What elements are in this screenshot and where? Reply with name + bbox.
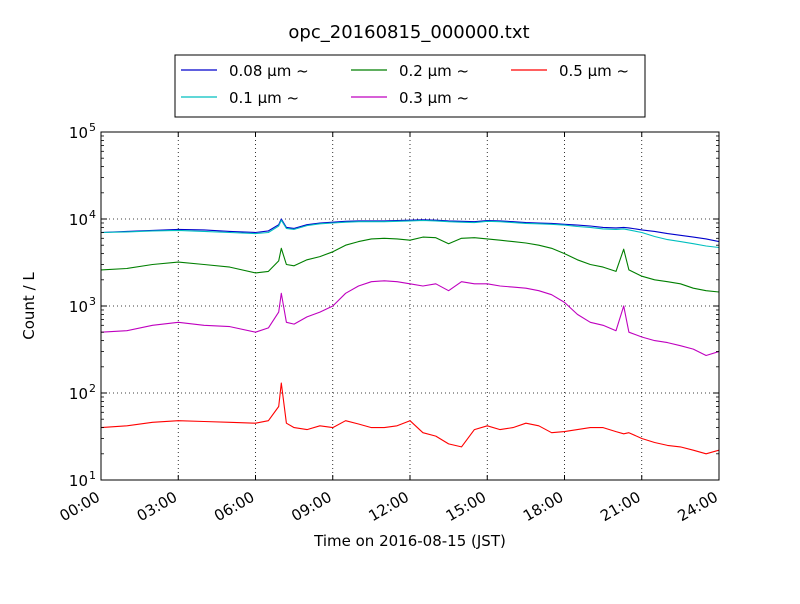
x-axis-label: Time on 2016-08-15 (JST) — [313, 532, 506, 550]
x-tick-label: 06:00 — [211, 488, 257, 525]
x-tick-label: 12:00 — [366, 488, 412, 525]
y-tick-label: 10 2 — [69, 382, 96, 403]
series-line-3 — [101, 280, 719, 357]
legend-box — [174, 54, 646, 118]
y-tick-label-exponent: 4 — [89, 208, 96, 221]
legend-label-2: 0.2 μm ~ — [399, 62, 469, 80]
y-tick-label-exponent: 2 — [89, 382, 96, 395]
y-tick-label-exponent: 1 — [89, 469, 96, 482]
x-tick-label: 09:00 — [288, 488, 334, 525]
y-tick-label-exponent: 3 — [89, 295, 96, 308]
series-line-4 — [101, 382, 719, 455]
chart-title: opc_20160815_000000.txt — [288, 22, 529, 43]
x-tick-label: 24:00 — [675, 488, 721, 525]
y-tick-label-base: 10 — [69, 124, 88, 142]
legend-label-1: 0.1 μm ~ — [229, 89, 299, 107]
y-tick-label-base: 10 — [69, 472, 88, 490]
y-tick-label-base: 10 — [69, 211, 88, 229]
series-line-0 — [101, 218, 719, 243]
chart-legend: 0.08 μm ~ 0.1 μm ~ 0.2 μm ~ 0.3 μm ~ 0.5 μm … — [174, 54, 646, 118]
y-tick-label-exponent: 5 — [89, 121, 96, 134]
series-layer — [101, 218, 719, 455]
grid-layer — [101, 132, 719, 480]
y-tick-label-base: 10 — [69, 298, 88, 316]
x-tick-label: 18:00 — [520, 488, 566, 525]
x-axis-ticks: 00:00 03:00 06:00 09:00 12:00 15:00 18:00 21:00… — [57, 132, 721, 525]
y-tick-label: 10 1 — [69, 469, 96, 490]
x-tick-label: 15:00 — [443, 488, 489, 525]
series-line-1 — [101, 219, 719, 249]
y-tick-label: 10 4 — [69, 208, 96, 229]
legend-label-3: 0.3 μm ~ — [399, 89, 469, 107]
x-tick-label: 00:00 — [57, 488, 103, 525]
y-tick-label: 10 5 — [69, 121, 96, 142]
x-tick-label: 03:00 — [134, 488, 180, 525]
x-tick-label: 21:00 — [597, 488, 643, 525]
y-tick-label: 10 3 — [69, 295, 96, 316]
legend-label-0: 0.08 μm ~ — [229, 62, 309, 80]
series-line-2 — [101, 236, 719, 293]
y-tick-label-base: 10 — [69, 385, 88, 403]
legend-label-4: 0.5 μm ~ — [559, 62, 629, 80]
y-axis-label: Count / L — [20, 272, 38, 340]
